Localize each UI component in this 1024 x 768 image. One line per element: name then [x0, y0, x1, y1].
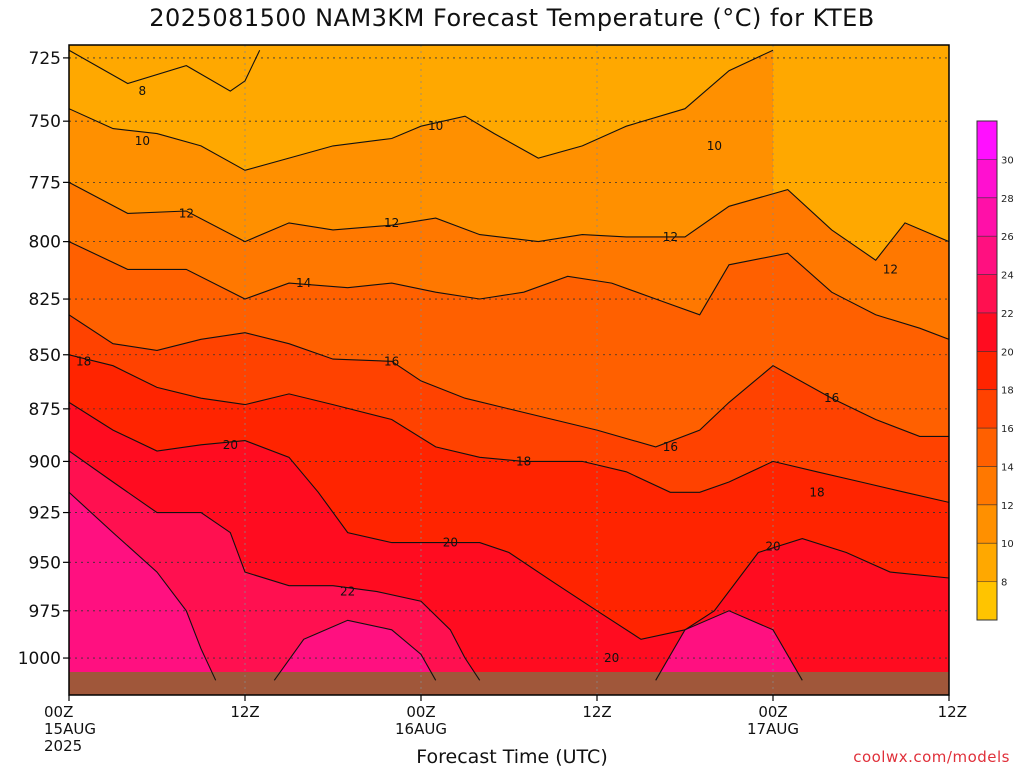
- isotherm-label-10: 16: [824, 391, 839, 405]
- colorbar-swatch-1: [977, 543, 997, 583]
- colorbar-swatch-8: [977, 274, 997, 314]
- isotherm-label-14: 18: [809, 485, 824, 499]
- colorbar-label-12: 12: [1001, 501, 1014, 512]
- y-tick-label-875: 875: [29, 400, 61, 420]
- x-tick-label-1-0: 12Z: [230, 703, 259, 721]
- isotherm-24-9: [273, 619, 437, 681]
- isotherm-lines: [69, 49, 949, 681]
- isotherm-16-4: [69, 314, 949, 448]
- colorbar-label-24: 24: [1001, 271, 1014, 282]
- colorbar-swatch-7: [977, 312, 997, 352]
- isotherm-label-1: 10: [135, 134, 150, 148]
- y-tick-label-850: 850: [29, 346, 61, 366]
- isotherm-labels: 8 10 10 10 12 12 12 12 14 16 16 16 18 18 18 20 20 20 20 22: [76, 84, 898, 665]
- source-credit: coolwx.com/models: [853, 748, 1010, 766]
- colorbar-label-10: 10: [1001, 539, 1014, 550]
- colorbar-label-16: 16: [1001, 424, 1014, 435]
- colorbar-swatch-10: [977, 197, 997, 237]
- colorbar-frame: [976, 120, 998, 621]
- band-24: [69, 492, 216, 695]
- colorbar-swatch-0: [977, 581, 997, 621]
- x-tick-label-0-1: 15AUG: [44, 720, 96, 738]
- temperature-bands: [69, 45, 949, 695]
- chart-title: 2025081500 NAM3KM Forecast Temperature (…: [149, 4, 875, 32]
- colorbar-label-26: 26: [1001, 232, 1014, 243]
- colorbar-swatch-2: [977, 504, 997, 544]
- isotherm-24-8: [69, 491, 217, 681]
- isotherm-label-3: 10: [707, 139, 722, 153]
- isotherm-label-8: 14: [296, 276, 311, 290]
- isotherm-label-7: 12: [883, 262, 898, 276]
- isotherm-8-0: [69, 49, 261, 92]
- y-tick-label-725: 725: [29, 49, 61, 69]
- colorbar-swatch-9: [977, 236, 997, 276]
- isotherm-label-12: 18: [76, 354, 91, 368]
- colorbar-label-14: 14: [1001, 462, 1014, 473]
- isotherm-label-5: 12: [384, 216, 399, 230]
- y-tick-label-825: 825: [29, 290, 61, 310]
- colorbar-label-28: 28: [1001, 194, 1014, 205]
- isotherm-label-11: 16: [663, 440, 678, 454]
- colorbar-swatch-4: [977, 428, 997, 467]
- colorbar-swatch-11: [977, 159, 997, 199]
- isotherm-label-15: 20: [223, 438, 238, 452]
- colorbar: 8 10 12 14 16 18 20 22 24 26 28 30: [976, 120, 1014, 621]
- y-tick-label-950: 950: [29, 553, 61, 573]
- isotherm-label-9: 16: [384, 354, 399, 368]
- isotherm-20-6: [69, 401, 949, 640]
- isotherm-24-10: [655, 610, 803, 681]
- isotherm-label-16: 20: [443, 536, 458, 550]
- x-tick-label-0-0: 00Z: [44, 703, 73, 721]
- isotherm-22-7: [69, 450, 481, 681]
- plot-frame: [68, 44, 950, 696]
- colorbar-swatch-3: [977, 466, 997, 506]
- y-tick-label-1000: 1000: [18, 649, 61, 669]
- grid-lines: [69, 45, 949, 695]
- y-tick-label-750: 750: [29, 112, 61, 132]
- isotherm-label-6: 12: [663, 230, 678, 244]
- y-tick-label-775: 775: [29, 173, 61, 193]
- isotherm-label-17: 20: [765, 540, 780, 554]
- colorbar-label-20: 20: [1001, 347, 1014, 358]
- colorbar-label-22: 22: [1001, 309, 1014, 320]
- x-tick-label-5-0: 12Z: [938, 703, 967, 721]
- y-tick-label-925: 925: [29, 504, 61, 524]
- x-tick-label-3-0: 12Z: [582, 703, 611, 721]
- isotherm-14-3: [69, 241, 949, 340]
- isotherm-10-1: [69, 49, 774, 171]
- isotherm-label-0: 8: [139, 84, 147, 98]
- colorbar-swatch-5: [977, 389, 997, 429]
- x-tick-label-4-0: 00Z: [758, 703, 787, 721]
- x-tick-label-2-0: 00Z: [406, 703, 435, 721]
- isotherm-label-19: 22: [340, 585, 355, 599]
- ground-surface: [69, 672, 949, 695]
- y-tick-label-975: 975: [29, 602, 61, 622]
- terrain-strip: [69, 672, 949, 695]
- colorbar-label-8: 8: [1001, 578, 1007, 589]
- isotherm-label-4: 12: [179, 206, 194, 220]
- isotherm-18-5: [69, 354, 949, 503]
- colorbar-label-30: 30: [1001, 155, 1014, 166]
- isotherm-12-2: [69, 181, 949, 261]
- colorbar-swatch-12: [977, 121, 997, 160]
- y-axis: 725 750 775 800 825 850 875 900 925 950 975 1000: [18, 49, 69, 669]
- x-tick-label-4-1: 17AUG: [747, 720, 799, 738]
- x-axis-title: Forecast Time (UTC): [416, 746, 608, 768]
- isotherm-label-13: 18: [516, 454, 531, 468]
- colorbar-swatch-6: [977, 351, 997, 391]
- colorbar-label-18: 18: [1001, 386, 1014, 397]
- y-tick-label-900: 900: [29, 452, 61, 472]
- isotherm-label-18: 20: [604, 651, 619, 665]
- x-tick-label-0-2: 2025: [44, 737, 82, 755]
- x-tick-label-2-1: 16AUG: [395, 720, 447, 738]
- isotherm-label-2: 10: [428, 119, 443, 133]
- y-tick-label-800: 800: [29, 233, 61, 253]
